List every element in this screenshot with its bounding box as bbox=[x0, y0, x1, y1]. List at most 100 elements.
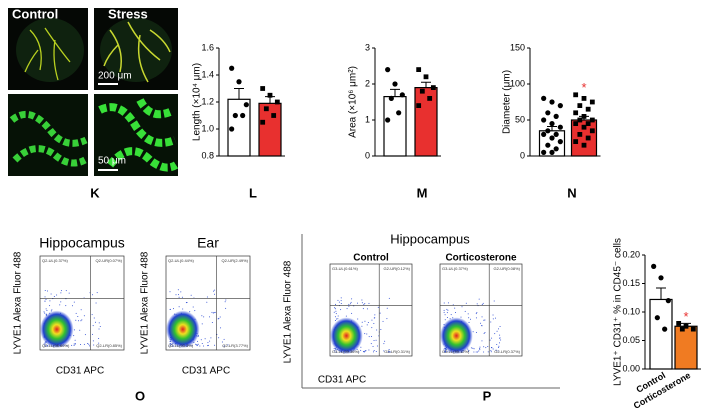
event-dot bbox=[485, 347, 487, 349]
event-dot bbox=[350, 303, 352, 305]
data-point bbox=[388, 95, 394, 101]
data-point bbox=[581, 114, 587, 119]
panel-letter: P bbox=[483, 388, 492, 403]
tissue bbox=[100, 18, 172, 82]
panel-letter: M bbox=[417, 185, 428, 200]
event-dot bbox=[207, 344, 209, 346]
event-dot bbox=[65, 290, 67, 292]
event-dot bbox=[44, 300, 46, 302]
event-dot bbox=[465, 302, 467, 304]
event-dot bbox=[213, 290, 215, 292]
bar bbox=[414, 86, 438, 157]
event-dot bbox=[362, 308, 364, 310]
event-dot bbox=[203, 345, 205, 347]
event-dot bbox=[83, 343, 85, 345]
event-dot bbox=[68, 292, 70, 294]
y-tick-label: 1 bbox=[365, 114, 370, 124]
event-dot bbox=[443, 302, 445, 304]
event-dot bbox=[335, 351, 337, 353]
quadrant-label: G3-LL(99.12%) bbox=[442, 349, 470, 354]
event-dot bbox=[479, 346, 481, 348]
event-dot bbox=[388, 297, 390, 299]
event-dot bbox=[388, 350, 390, 352]
event-dot bbox=[445, 351, 447, 353]
event-dot bbox=[499, 325, 501, 327]
event-dot bbox=[60, 292, 62, 294]
event-dot bbox=[333, 311, 335, 313]
data-point bbox=[229, 65, 235, 71]
bar bbox=[674, 325, 698, 370]
plot-title: Control bbox=[353, 253, 389, 264]
event-dot bbox=[199, 345, 201, 347]
event-dot bbox=[211, 322, 213, 324]
event-dot bbox=[375, 339, 377, 341]
event-dot bbox=[79, 329, 81, 331]
data-point bbox=[545, 128, 551, 134]
event-dot bbox=[454, 307, 456, 309]
event-dot bbox=[87, 342, 89, 344]
event-dot bbox=[53, 295, 55, 297]
event-dot bbox=[66, 345, 68, 347]
event-dot bbox=[44, 296, 46, 298]
data-point bbox=[423, 74, 429, 80]
event-dot bbox=[384, 340, 386, 342]
event-dot bbox=[204, 338, 206, 340]
event-dot bbox=[337, 315, 339, 317]
event-dot bbox=[472, 331, 474, 333]
event-dot bbox=[191, 345, 193, 347]
data-point bbox=[427, 96, 433, 101]
event-dot bbox=[346, 308, 348, 310]
event-dot bbox=[182, 308, 184, 310]
y-tick-label: 0 bbox=[365, 150, 370, 160]
event-dot bbox=[177, 289, 179, 291]
data-point bbox=[419, 88, 425, 94]
event-dot bbox=[483, 319, 485, 321]
event-dot bbox=[197, 343, 199, 345]
event-dot bbox=[364, 333, 366, 335]
event-dot bbox=[98, 338, 100, 340]
quadrant-label: G2-UR(0.12%) bbox=[384, 266, 411, 271]
event-dot bbox=[192, 306, 194, 308]
event-dot bbox=[479, 349, 481, 351]
data-point bbox=[385, 67, 391, 73]
event-dot bbox=[443, 311, 445, 313]
event-dot bbox=[334, 316, 336, 318]
event-dot bbox=[340, 297, 342, 299]
event-dot bbox=[483, 346, 485, 348]
event-dot bbox=[479, 347, 481, 349]
data-point bbox=[396, 110, 402, 116]
y-tick-label: 50 bbox=[515, 114, 525, 124]
y-tick-label: 3 bbox=[365, 42, 370, 52]
plot-title: Corticosterone bbox=[445, 253, 517, 264]
event-dot bbox=[92, 294, 94, 296]
data-point bbox=[577, 117, 583, 123]
event-dot bbox=[175, 294, 177, 296]
event-dot bbox=[364, 320, 366, 322]
event-dot bbox=[210, 337, 212, 339]
event-dot bbox=[334, 308, 336, 310]
data-point bbox=[585, 135, 591, 141]
data-point bbox=[260, 86, 266, 91]
event-dot bbox=[444, 314, 446, 316]
data-point bbox=[573, 121, 579, 126]
data-point bbox=[589, 99, 595, 105]
event-dot bbox=[366, 324, 368, 326]
event-dot bbox=[214, 289, 216, 291]
data-point bbox=[676, 321, 682, 326]
panel-title: Hippocampus bbox=[390, 231, 470, 246]
event-dot bbox=[443, 309, 445, 311]
event-dot bbox=[337, 299, 339, 301]
event-dot bbox=[361, 299, 363, 301]
event-dot bbox=[372, 345, 374, 347]
data-point bbox=[690, 326, 696, 332]
data-point bbox=[541, 95, 547, 101]
quadrant-label: Q2-UL(0.37%) bbox=[42, 258, 68, 263]
event-dot bbox=[475, 313, 477, 315]
vessel bbox=[103, 21, 171, 83]
event-dot bbox=[223, 338, 225, 340]
event-dot bbox=[490, 321, 492, 323]
event-dot bbox=[178, 296, 180, 298]
event-dot bbox=[478, 350, 480, 352]
event-dot bbox=[483, 351, 485, 353]
event-dot bbox=[350, 301, 352, 303]
